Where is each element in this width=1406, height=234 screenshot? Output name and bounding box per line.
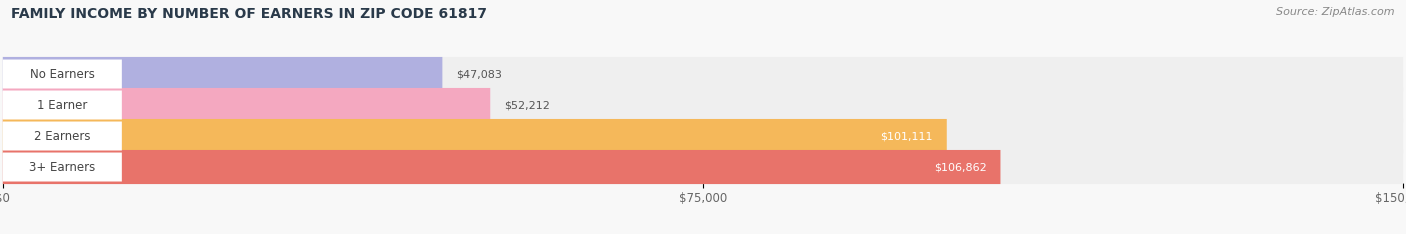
Text: 1 Earner: 1 Earner <box>37 99 87 112</box>
FancyBboxPatch shape <box>3 57 443 91</box>
Text: No Earners: No Earners <box>30 67 94 80</box>
FancyBboxPatch shape <box>3 57 1403 91</box>
FancyBboxPatch shape <box>3 150 1403 184</box>
FancyBboxPatch shape <box>3 91 122 120</box>
FancyBboxPatch shape <box>3 153 122 182</box>
Text: 2 Earners: 2 Earners <box>34 129 90 143</box>
Text: $52,212: $52,212 <box>505 100 550 110</box>
Text: 3+ Earners: 3+ Earners <box>30 161 96 174</box>
FancyBboxPatch shape <box>3 119 1403 153</box>
FancyBboxPatch shape <box>3 150 1001 184</box>
FancyBboxPatch shape <box>3 88 1403 122</box>
Text: $106,862: $106,862 <box>934 162 987 172</box>
FancyBboxPatch shape <box>3 88 491 122</box>
Text: Source: ZipAtlas.com: Source: ZipAtlas.com <box>1277 7 1395 17</box>
Text: $47,083: $47,083 <box>457 69 502 79</box>
Text: FAMILY INCOME BY NUMBER OF EARNERS IN ZIP CODE 61817: FAMILY INCOME BY NUMBER OF EARNERS IN ZI… <box>11 7 488 21</box>
FancyBboxPatch shape <box>3 59 122 88</box>
Text: $101,111: $101,111 <box>880 131 932 141</box>
FancyBboxPatch shape <box>3 121 122 150</box>
FancyBboxPatch shape <box>3 119 946 153</box>
